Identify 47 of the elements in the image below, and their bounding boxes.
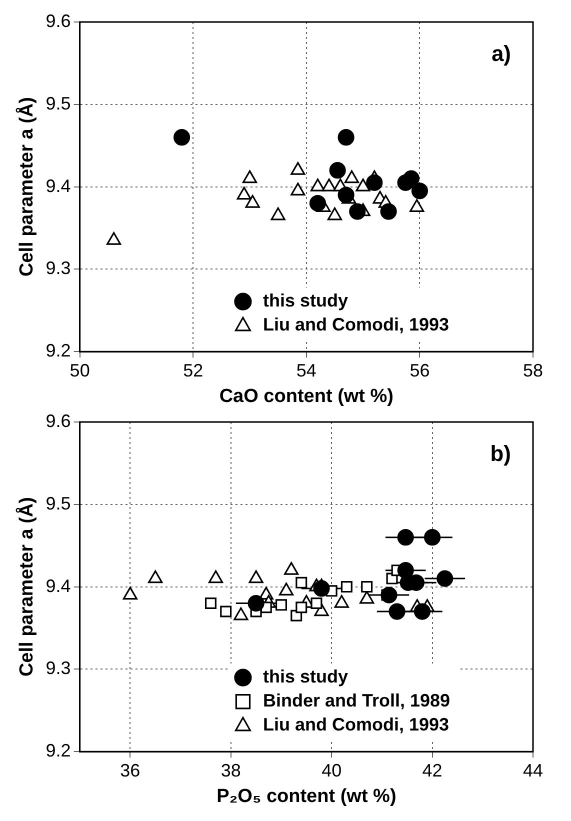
- point: [204, 598, 216, 610]
- y-tick-label: 9.6: [46, 10, 71, 31]
- y-tick-label: 9.3: [46, 658, 71, 678]
- point: [275, 599, 287, 611]
- legend-label: Liu and Comodi, 1993: [262, 314, 449, 335]
- legend-label: Liu and Comodi, 1993: [262, 714, 449, 735]
- x-axis-title: P₂O₅ content (wt %): [216, 786, 396, 807]
- point: [380, 586, 398, 604]
- point: [424, 529, 441, 546]
- x-tick-label: 42: [422, 760, 442, 780]
- x-tick-label: 44: [522, 760, 544, 780]
- y-axis-title: Cell parameter a (Å): [16, 497, 38, 677]
- y-tick-label: 9.3: [46, 258, 71, 278]
- y-tick-label: 9.6: [46, 410, 71, 431]
- y-tick-label: 9.2: [46, 740, 71, 761]
- point: [436, 570, 454, 587]
- x-axis-title: CaO content (wt %): [219, 386, 394, 407]
- annotation: b): [490, 441, 511, 466]
- point: [248, 594, 264, 612]
- annotation: a): [491, 41, 511, 66]
- x-tick-label: 52: [183, 360, 204, 380]
- point: [414, 603, 431, 620]
- x-tick-label: 58: [522, 360, 544, 380]
- x-tick-label: 56: [410, 360, 430, 380]
- point: [340, 581, 352, 593]
- point: [310, 598, 322, 610]
- x-tick-label: 40: [322, 760, 342, 780]
- x-tick-label: 50: [70, 360, 90, 380]
- y-tick-label: 9.4: [46, 176, 71, 196]
- x-tick-label: 54: [296, 360, 316, 380]
- y-tick-label: 9.5: [46, 93, 71, 114]
- point: [361, 581, 373, 593]
- point: [313, 580, 330, 597]
- y-tick-label: 9.5: [46, 493, 71, 514]
- x-tick-label: 36: [120, 760, 140, 780]
- legend-label: this study: [262, 290, 348, 311]
- legend-label: Binder and Troll, 1989: [262, 690, 450, 711]
- x-tick-label: 38: [220, 760, 241, 780]
- point: [296, 576, 308, 588]
- y-tick-label: 9.2: [46, 340, 71, 361]
- point: [296, 602, 308, 614]
- point: [397, 529, 414, 546]
- y-axis-title: Cell parameter a (Å): [16, 97, 38, 277]
- y-tick-label: 9.4: [46, 576, 71, 596]
- point: [220, 606, 232, 618]
- point: [388, 603, 406, 620]
- legend-label: this study: [262, 666, 348, 687]
